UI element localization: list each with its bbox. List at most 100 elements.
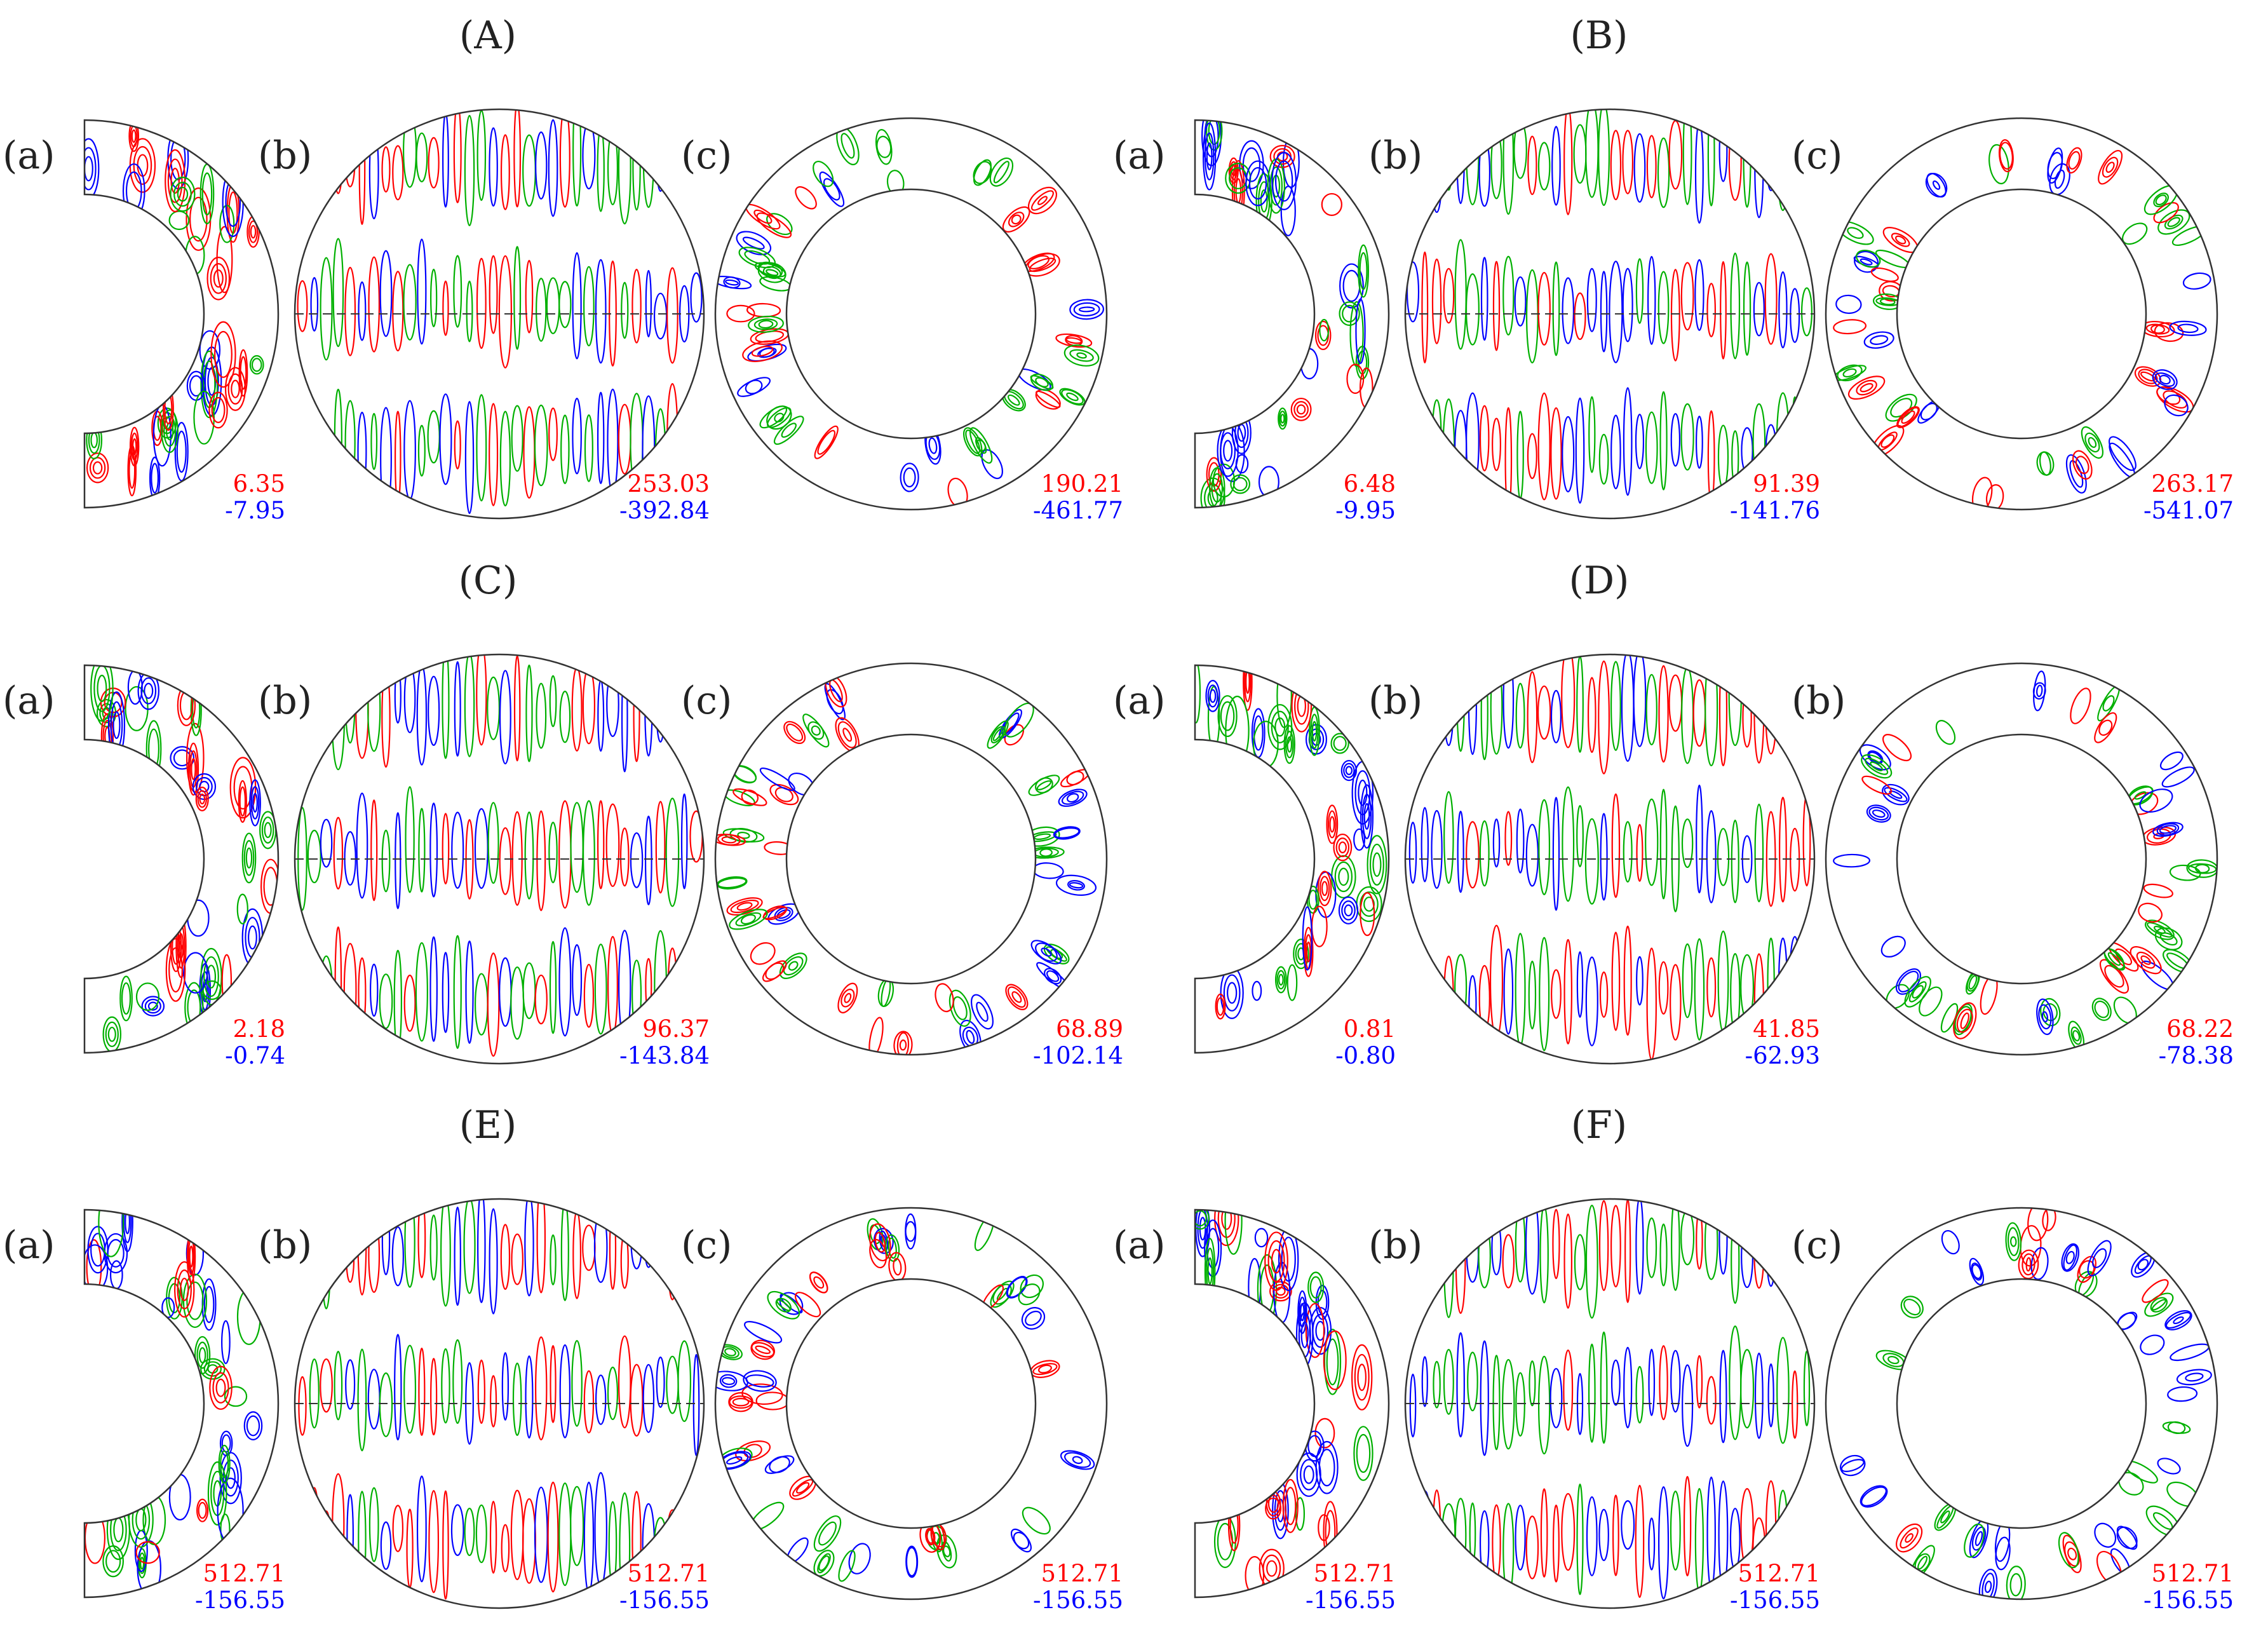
max-value-label: 512.71 (1041, 1560, 1123, 1587)
subplot-label: (b) (1368, 679, 1422, 723)
max-value-label: 512.71 (1738, 1560, 1820, 1587)
min-value-label: -141.76 (1730, 497, 1820, 524)
panel-title: (B) (1570, 13, 1628, 58)
subplot-label: (c) (681, 133, 732, 178)
subplot-annulus: (c) 512.71-156.55 (681, 1207, 1123, 1614)
subplot-label: (a) (3, 1223, 55, 1268)
max-value-label: 68.89 (1056, 1015, 1123, 1043)
subplot-label: (a) (3, 133, 55, 178)
subplot-label: (b) (258, 133, 312, 178)
meridional-outline (1194, 1208, 1390, 1599)
min-value-label: -102.14 (1033, 1042, 1123, 1069)
subplot-label: (c) (1792, 1223, 1842, 1268)
min-value-label: -392.84 (619, 497, 710, 524)
panel-c: (C) (a) 2.18-0.74 (b) 96.37-143.84 (c) 68.89-1… (3, 558, 1123, 1069)
min-value-label: -0.80 (1335, 1042, 1396, 1069)
sphere-outline (1404, 653, 1816, 1065)
subplot-sphere: (b) 512.71-156.55 (1368, 1198, 1820, 1614)
subplot-label: (b) (258, 679, 312, 723)
subplot-label: (b) (1368, 1223, 1422, 1268)
annulus-inner-outline (785, 1278, 1037, 1529)
subplot-label: (a) (1113, 679, 1166, 723)
annulus-inner-outline (1896, 1278, 2147, 1529)
panel-title: (C) (459, 558, 518, 603)
subplot-annulus: (c) 190.21-461.77 (681, 117, 1123, 524)
min-value-label: -78.38 (2159, 1042, 2234, 1069)
annulus-inner-outline (785, 733, 1037, 985)
sphere-outline (294, 108, 705, 520)
annulus-outer-outline (1825, 1207, 2218, 1601)
panel-title: (D) (1569, 558, 1630, 603)
panel-title: (E) (459, 1103, 517, 1147)
contour-field (715, 673, 1097, 1055)
contour-field (90, 665, 278, 1053)
subplot-label: (a) (3, 679, 55, 723)
max-value-label: 263.17 (2152, 470, 2234, 497)
sphere-outline (1404, 1198, 1816, 1609)
min-value-label: -541.07 (2143, 497, 2234, 524)
annulus-outer-outline (1825, 117, 2218, 511)
min-value-label: -156.55 (1306, 1587, 1396, 1614)
panel-e: (E)(a)512.71-156.55(b)512.71-156.55(c)51… (3, 1103, 1123, 1614)
min-value-label: -9.95 (1335, 497, 1396, 524)
subplot-label: (c) (681, 679, 732, 723)
subplot-label: (b) (1792, 679, 1846, 723)
subplot-label: (c) (681, 1223, 732, 1268)
min-value-label: -7.95 (225, 497, 285, 524)
subplot-annulus: (c) 263.17-541.07 (1792, 117, 2234, 524)
max-value-label: 512.71 (203, 1560, 285, 1587)
meridional-outline (1194, 664, 1390, 1054)
max-value-label: 512.71 (1314, 1560, 1396, 1587)
subplot-meridional: (a) 2.18-0.74 (3, 664, 285, 1069)
max-value-label: 96.37 (642, 1015, 710, 1043)
subplot-sphere: (b) 96.37-143.84 (258, 653, 710, 1069)
subplot-label: (a) (1113, 1223, 1166, 1268)
subplot-meridional: (a) 0.81-0.80 (1113, 664, 1396, 1069)
subplot-label: (a) (1113, 133, 1166, 178)
max-value-label: 68.22 (2166, 1015, 2234, 1043)
sphere-outline (294, 1198, 705, 1609)
panel-title: (F) (1571, 1103, 1627, 1147)
max-value-label: 2.18 (233, 1015, 285, 1043)
max-value-label: 41.85 (1753, 1015, 1820, 1043)
subplot-label: (b) (258, 1223, 312, 1268)
annulus-outer-outline (714, 662, 1108, 1056)
annulus-inner-outline (785, 188, 1037, 440)
meridional-outline (83, 1208, 280, 1599)
min-value-label: -156.55 (1730, 1587, 1820, 1614)
subplot-meridional: (a) 6.48-9.95 (1113, 119, 1396, 524)
sphere-outline (294, 653, 705, 1065)
sphere-outline (1404, 108, 1816, 520)
max-value-label: 512.71 (628, 1560, 710, 1587)
min-value-label: -143.84 (619, 1042, 710, 1069)
subplot-annulus: (c) 68.89-102.14 (681, 662, 1123, 1069)
max-value-label: 6.48 (1344, 470, 1396, 497)
meridional-outline (83, 119, 280, 509)
subplot-meridional: (a) 512.71-156.55 (3, 1208, 285, 1614)
min-value-label: -0.74 (225, 1042, 285, 1069)
contour-field (1200, 120, 1374, 508)
subplot-sphere: (b) 512.71-156.55 (258, 1198, 710, 1614)
max-value-label: 0.81 (1344, 1015, 1396, 1043)
max-value-label: 6.35 (233, 470, 285, 497)
max-value-label: 190.21 (1041, 470, 1123, 497)
contour-field (1833, 670, 2217, 1051)
annulus-inner-outline (1896, 733, 2147, 985)
annulus-outer-outline (714, 117, 1108, 511)
annulus-outer-outline (714, 1207, 1108, 1601)
max-value-label: 253.03 (628, 470, 710, 497)
min-value-label: -461.77 (1033, 497, 1123, 524)
annulus-outer-outline (1825, 662, 2218, 1056)
contour-field (715, 126, 1104, 508)
min-value-label: -156.55 (1033, 1587, 1123, 1614)
min-value-label: -156.55 (619, 1587, 710, 1614)
meridional-outline (83, 664, 280, 1054)
min-value-label: -62.93 (1745, 1042, 1820, 1069)
subplot-label: (b) (1368, 133, 1422, 178)
max-value-label: 512.71 (2152, 1560, 2234, 1587)
meridional-outline (1194, 119, 1390, 509)
panel-title: (A) (459, 13, 516, 58)
subplot-annulus: (b) 68.22-78.38 (1792, 662, 2234, 1069)
panel-f: (F)(a)512.71-156.55(b)512.71-156.55(c)51… (1113, 1103, 2234, 1614)
